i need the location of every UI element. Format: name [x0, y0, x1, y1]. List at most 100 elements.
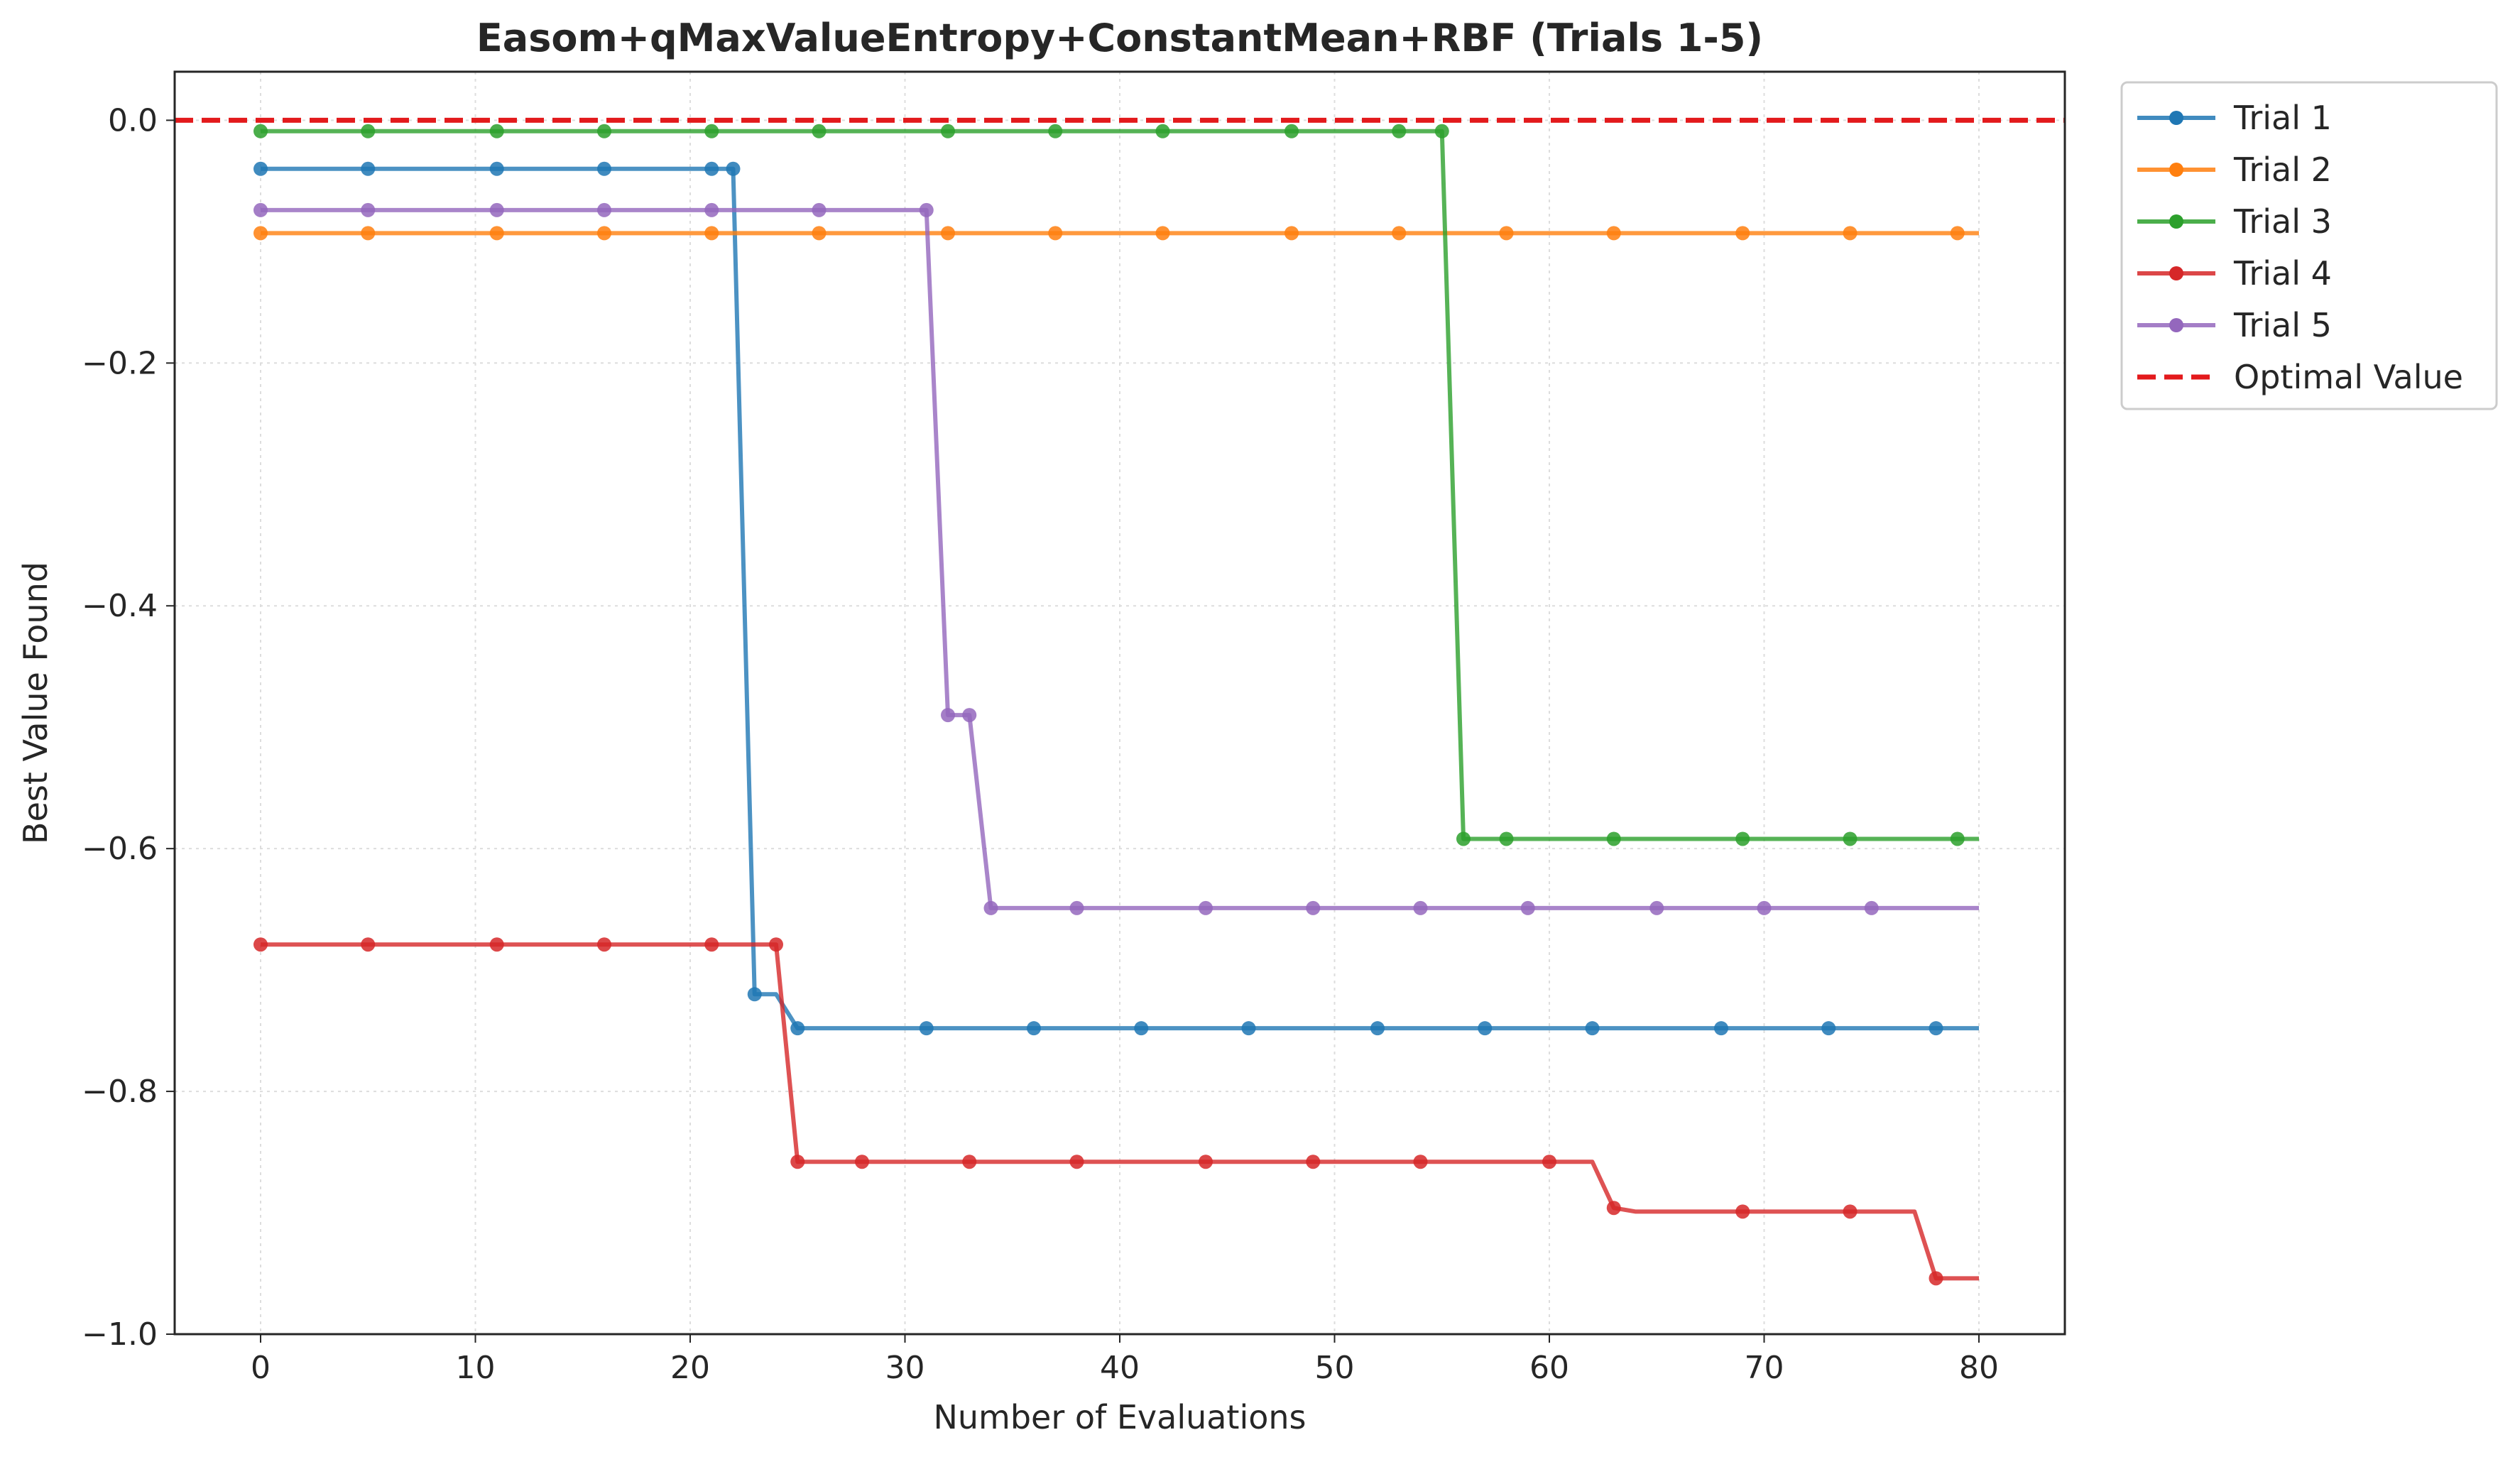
data-point — [1499, 831, 1514, 846]
data-point — [962, 708, 977, 723]
data-point — [253, 937, 268, 952]
data-point — [1392, 124, 1407, 138]
data-point — [253, 226, 268, 241]
data-point — [1413, 1155, 1428, 1169]
series-trial-4 — [253, 937, 1979, 1286]
x-tick-label: 80 — [1959, 1350, 1999, 1386]
data-point — [1843, 226, 1858, 241]
data-point — [983, 900, 998, 915]
x-tick-label: 30 — [885, 1350, 925, 1386]
data-point — [597, 226, 611, 241]
y-tick-label: −0.6 — [82, 831, 158, 867]
data-point — [361, 161, 376, 176]
data-point — [1284, 226, 1299, 241]
legend-label: Trial 2 — [2233, 151, 2332, 189]
data-point — [1199, 1155, 1213, 1169]
x-tick-label: 0 — [251, 1350, 271, 1386]
legend: Trial 1 Trial 2 Trial 3 Trial 4 Trial 5 Optim… — [2120, 81, 2498, 410]
data-point — [597, 202, 611, 217]
data-point — [790, 1155, 805, 1169]
legend-item: Trial 1 — [2137, 99, 2332, 137]
series-trial-3 — [253, 124, 1979, 846]
y-tick-label: −0.8 — [82, 1074, 158, 1110]
x-axis-ticks: 0 10 20 30 40 50 60 70 80 — [251, 1334, 1999, 1386]
data-point — [769, 937, 783, 952]
series-trial-5 — [253, 202, 1979, 915]
x-tick-label: 20 — [670, 1350, 710, 1386]
data-point — [941, 124, 955, 138]
x-axis-label: Number of Evaluations — [933, 1398, 1306, 1436]
data-point — [704, 226, 719, 241]
data-point — [1241, 1021, 1256, 1036]
data-point — [941, 226, 955, 241]
data-point — [1585, 1021, 1600, 1036]
y-axis-label: Best Value Found — [16, 562, 55, 844]
data-point — [1392, 226, 1407, 241]
data-point — [1027, 1021, 1041, 1036]
data-point — [1542, 1155, 1556, 1169]
data-point — [1306, 900, 1321, 915]
data-point — [704, 937, 719, 952]
legend-item: Trial 5 — [2137, 306, 2332, 344]
data-point — [253, 161, 268, 176]
legend-item: Trial 4 — [2137, 254, 2332, 293]
data-point — [1714, 1021, 1728, 1036]
data-point — [597, 161, 611, 176]
data-point — [1606, 831, 1621, 846]
data-point — [962, 1155, 977, 1169]
legend-label: Trial 5 — [2233, 306, 2332, 344]
data-point — [489, 202, 504, 217]
legend-item: Trial 3 — [2137, 202, 2332, 241]
data-point — [812, 226, 827, 241]
data-point — [1370, 1021, 1385, 1036]
data-point — [1929, 1021, 1943, 1036]
data-point — [253, 202, 268, 217]
data-point — [812, 202, 827, 217]
data-point — [489, 226, 504, 241]
legend-marker — [2169, 163, 2183, 177]
x-tick-label: 70 — [1745, 1350, 1784, 1386]
data-point — [919, 1021, 934, 1036]
legend-marker — [2169, 318, 2183, 332]
y-tick-label: −0.2 — [82, 345, 158, 381]
data-point — [1735, 1204, 1750, 1219]
data-point — [1520, 900, 1535, 915]
data-point — [1757, 900, 1772, 915]
legend-marker — [2169, 214, 2183, 229]
plot-area — [173, 70, 2066, 1336]
data-point — [1735, 831, 1750, 846]
legend-label: Optimal Value — [2234, 358, 2463, 396]
data-point — [812, 124, 827, 138]
series-line — [261, 129, 1979, 841]
data-point — [489, 124, 504, 138]
legend-label: Trial 3 — [2233, 202, 2332, 241]
data-point — [1434, 124, 1449, 138]
data-point — [1478, 1021, 1493, 1036]
legend-item: Optimal Value — [2137, 358, 2463, 396]
data-point — [704, 202, 719, 217]
data-point — [790, 1021, 805, 1036]
data-point — [361, 202, 376, 217]
data-point — [489, 937, 504, 952]
data-point — [1048, 124, 1063, 138]
y-tick-label: 0.0 — [108, 102, 158, 138]
data-point — [1284, 124, 1299, 138]
data-point — [597, 124, 611, 138]
data-point — [1864, 900, 1879, 915]
data-point — [1456, 831, 1471, 846]
x-tick-label: 40 — [1100, 1350, 1140, 1386]
chart-title: Easom+qMaxValueEntropy+ConstantMean+RBF … — [476, 16, 1763, 60]
legend-label: Trial 4 — [2233, 254, 2332, 293]
data-point — [1821, 1021, 1836, 1036]
data-point — [1069, 1155, 1084, 1169]
series-trial-2 — [253, 226, 1979, 241]
data-point — [253, 124, 268, 138]
data-point — [1735, 226, 1750, 241]
data-point — [1199, 900, 1213, 915]
series-line — [261, 166, 1979, 1031]
data-point — [1843, 831, 1858, 846]
legend-label: Trial 1 — [2233, 99, 2332, 137]
data-point — [726, 161, 741, 176]
data-point — [1606, 1201, 1621, 1216]
